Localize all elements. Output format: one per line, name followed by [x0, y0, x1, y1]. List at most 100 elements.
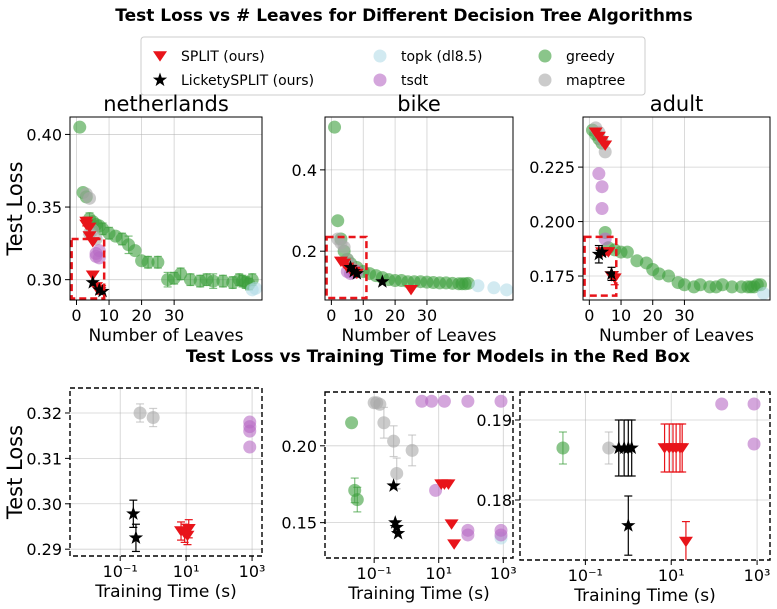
point-lickety-5-3: [390, 525, 406, 540]
point-lickety-5-2: [389, 519, 404, 534]
point-topk-2-2: [500, 283, 513, 297]
legend-marker-maptree: [538, 73, 552, 87]
point-greedy-1-18: [174, 267, 188, 281]
legend-item-maptree: maptree: [538, 73, 625, 89]
ytick-label-1-1: 0.35: [26, 198, 62, 217]
panel-4: 10⁻¹ 10¹ 10³ 0.29 0.30 0.31 0.32 Training Time …: [3, 387, 266, 602]
point-split-5-4: [447, 539, 462, 550]
xlabel-4: Training Time (s): [94, 582, 237, 602]
point-greedy-5-0: [345, 416, 359, 430]
ytick-label-1-2: 0.40: [26, 125, 62, 144]
point-split-3-3: [598, 140, 613, 151]
xtick-label-5-0: 10⁻¹: [357, 564, 392, 583]
panel-1: 0 10 20 30 0.30 0.35 0.40 netherlands Number of …: [3, 92, 263, 346]
ytick-label-2-0: 0.2: [292, 242, 317, 261]
xtick-label-5-1: 10¹: [425, 564, 452, 583]
xlabel-5: Training Time (s): [347, 584, 490, 604]
point-greedy-1-15: [151, 255, 165, 269]
point-lickety-2-2: [349, 266, 364, 280]
panel-3: 0 10 20 30 0.175 0.200 0.225 adult Number of Lea…: [529, 92, 771, 346]
point-tsdt-5-5: [429, 483, 443, 497]
point-tsdt-5-0: [415, 394, 429, 408]
xtick-label-2-3: 30: [417, 306, 437, 325]
red-box-3: [583, 235, 618, 297]
xtick-label-6-0: 10⁻¹: [568, 566, 603, 585]
point-greedy-3-8: [620, 245, 634, 259]
legend-marker-lickety: [152, 72, 168, 87]
point-lickety-2-0: [343, 259, 358, 274]
point-greedy-1-14: [141, 255, 155, 269]
red-box-2: [325, 235, 368, 300]
legend-label-greedy: greedy: [566, 49, 615, 65]
point-split-6-6: [678, 536, 693, 548]
point-maptree-6-0: [602, 441, 616, 455]
ytick-label-3-2: 0.225: [529, 158, 575, 177]
legend-marker-tsdt: [373, 73, 387, 87]
xlabel-1: Number of Leaves: [89, 326, 244, 346]
ytick-label-2-1: 0.4: [292, 161, 317, 180]
data-layer-5: [345, 394, 508, 550]
xtick-label-4-2: 10³: [239, 562, 266, 581]
point-lickety-4-1: [128, 530, 144, 544]
legend-item-topk: topk (dl8.5): [373, 49, 482, 65]
ytick-label-4-1: 0.30: [26, 495, 62, 514]
point-topk-2-0: [471, 279, 485, 293]
xtick-label-3-0: 0: [584, 306, 594, 325]
xtick-label-2-2: 20: [385, 306, 405, 325]
legend-label-split: SPLIT (ours): [181, 49, 265, 65]
point-greedy-1-0: [73, 120, 87, 134]
point-lickety-6-4: [621, 518, 636, 532]
point-lickety-1-2: [95, 283, 110, 298]
point-maptree-2-2: [337, 240, 351, 254]
ytick-label-3-1: 0.200: [529, 213, 575, 232]
xtick-label-1-2: 20: [131, 306, 151, 325]
legend-marker-topk: [373, 49, 387, 63]
data-layer-3: [586, 121, 770, 300]
point-tsdt-4-2: [243, 424, 257, 438]
ytick-label-5-1: 0.20: [281, 437, 317, 456]
point-topk-2-1: [487, 281, 501, 295]
point-split-6-5: [675, 443, 690, 454]
panel-title-2: bike: [397, 92, 441, 116]
point-tsdt-5-2: [437, 394, 451, 408]
point-maptree-5-4: [387, 434, 401, 448]
ytick-label-6-1: 0.19: [476, 411, 512, 430]
legend-item-lickety: LicketySPLIT (ours): [152, 72, 314, 89]
point-lickety-3-1: [594, 244, 610, 259]
legend-item-split: SPLIT (ours): [153, 49, 265, 65]
ytick-label-5-0: 0.15: [281, 514, 317, 533]
point-tsdt-6-2: [747, 437, 761, 451]
point-tsdt-4-3: [243, 440, 257, 454]
xtick-label-1-1: 10: [99, 306, 119, 325]
panel-title-3: adult: [650, 92, 704, 116]
ytick-label-4-2: 0.31: [26, 449, 62, 468]
ytick-label-4-0: 0.29: [26, 540, 62, 559]
point-maptree-4-0: [133, 406, 147, 420]
point-lickety-3-0: [591, 246, 606, 261]
data-layer-4: [126, 403, 257, 553]
xtick-label-1-3: 30: [164, 306, 184, 325]
ytick-label-1-0: 0.30: [26, 271, 62, 290]
point-greedy-2-0: [328, 120, 342, 134]
xtick-label-1-0: 0: [71, 306, 81, 325]
legend-marker-greedy: [538, 49, 552, 63]
xtick-label-4-1: 10¹: [173, 562, 200, 581]
panel-6: 10⁻¹ 10¹ 10³ 0.18 0.19 Training Time (s): [476, 391, 771, 606]
point-tsdt-5-4: [494, 394, 508, 408]
ytick-label-3-0: 0.175: [529, 267, 575, 286]
point-tsdt-6-1: [747, 397, 761, 411]
point-tsdt-3-3: [598, 232, 612, 246]
xtick-label-6-2: 10³: [744, 566, 771, 585]
point-tsdt-5-9: [494, 528, 508, 542]
ylabel-1: Test Loss: [3, 161, 27, 256]
point-split-2-6: [404, 285, 419, 296]
point-tsdt-5-3: [461, 394, 475, 408]
point-split-4-3: [181, 523, 196, 535]
legend-marker-split: [153, 51, 167, 62]
point-greedy-1-23: [216, 274, 230, 288]
legend-label-topk: topk (dl8.5): [401, 49, 482, 65]
panel-5: 10⁻¹ 10¹ 10³ 0.15 0.20 Training Time (s): [281, 391, 517, 604]
xtick-label-3-3: 30: [674, 306, 694, 325]
axes-frame-6: [519, 391, 771, 561]
data-layer-2: [328, 120, 513, 297]
